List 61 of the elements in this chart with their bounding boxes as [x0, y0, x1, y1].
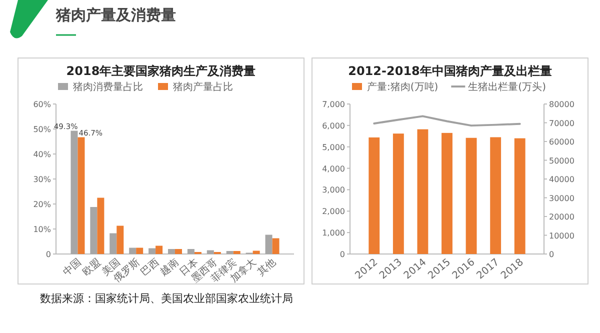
bar: [116, 226, 124, 254]
legend-label: 生猪出栏量(万头): [468, 81, 546, 93]
y2-tick-label: 70000: [549, 118, 574, 128]
bar: [175, 249, 182, 254]
bar: [233, 251, 240, 254]
bar: [514, 138, 526, 254]
y2-tick-label: 30000: [549, 194, 574, 203]
chart-title: 2012-2018年中国猪肉产量及出栏量: [348, 64, 552, 78]
y-tick-label: 3,000: [322, 186, 345, 195]
bar: [97, 198, 104, 254]
bar: [442, 132, 452, 254]
bar: [206, 250, 214, 254]
source-note: 数据来源：国家统计局、美国农业部国家农业统计局: [40, 292, 293, 305]
x-tick-label: 其他: [255, 256, 278, 278]
y-tick-label: 5,000: [322, 142, 345, 152]
bar: [392, 134, 404, 254]
y-tick-label: 6,000: [322, 121, 345, 130]
y-tick-label: 1,000: [322, 228, 345, 238]
bar: [78, 137, 85, 254]
bar: [156, 246, 163, 254]
legend-label: 产量:猪肉(万吨): [367, 81, 438, 93]
y2-tick-label: 10000: [549, 231, 574, 240]
y2-tick-label: 60000: [549, 138, 574, 146]
y-tick-label: 7,000: [322, 100, 345, 109]
bar: [90, 207, 98, 254]
text: 猪肉产量及消费量: [55, 6, 176, 24]
bar: [252, 250, 260, 254]
bar: [187, 249, 194, 254]
y2-tick-label: 50000: [549, 156, 574, 166]
x-tick-label: 欧盟: [80, 256, 104, 278]
y-tick-label: 2,000: [322, 207, 345, 216]
y2-tick-label: 0: [549, 250, 554, 259]
legend-label: 猪肉产量占比: [173, 81, 233, 93]
y-tick-label: 20%: [33, 200, 52, 209]
bar: [272, 238, 280, 254]
bar: [136, 248, 144, 254]
y-tick-label: 10%: [33, 225, 52, 234]
legend-label: 猪肉消费量占比: [73, 81, 143, 93]
chart-title: 2018年主要国家猪肉生产及消费量: [66, 64, 256, 78]
bar: [466, 138, 477, 254]
y-tick-label: 30%: [33, 175, 52, 184]
bar: [148, 248, 156, 254]
y-tick-label: 40%: [33, 150, 52, 159]
y-tick-label: 50%: [33, 125, 52, 134]
y-tick-label: 0: [340, 250, 345, 259]
bar: [70, 130, 78, 254]
y-tick-label: 60%: [33, 100, 52, 109]
y-tick-label: 0: [46, 250, 51, 259]
bar: [129, 248, 136, 254]
bar: [368, 137, 380, 254]
bar: [265, 234, 272, 254]
bar: [417, 129, 428, 254]
y2-tick-label: 40000: [549, 175, 574, 184]
bar: [490, 137, 502, 254]
bar: [168, 249, 175, 254]
bar: [226, 251, 234, 254]
line-series: [373, 115, 521, 127]
y-tick-label: 4,000: [322, 164, 345, 174]
y2-tick-label: 20000: [549, 212, 574, 222]
y2-tick-label: 80000: [549, 100, 574, 109]
bar: [110, 233, 117, 254]
